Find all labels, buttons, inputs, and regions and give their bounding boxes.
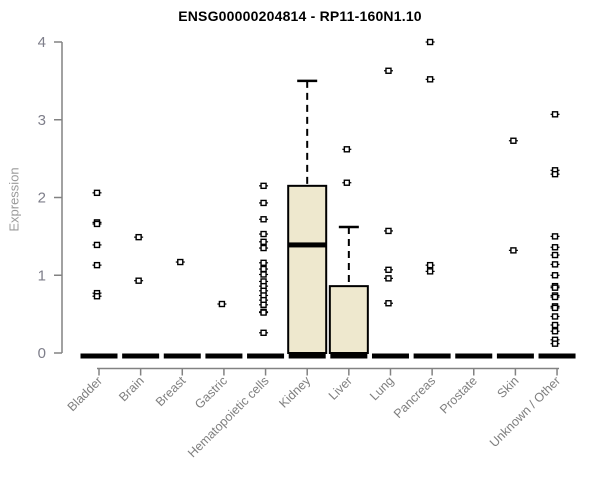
data-point [260, 259, 267, 267]
data-point [260, 182, 267, 190]
data-point [260, 309, 267, 316]
zero-median-dash [330, 353, 368, 359]
data-point [551, 111, 559, 118]
data-point [385, 67, 392, 74]
y-tick-label: 0 [38, 345, 46, 362]
zero-median-dash [538, 353, 576, 359]
data-point [93, 261, 101, 269]
data-point [426, 268, 434, 275]
data-point [260, 301, 267, 308]
data-point [551, 328, 559, 335]
x-tick-label: Prostate [437, 374, 480, 417]
data-point [93, 189, 101, 197]
data-point [426, 38, 434, 46]
x-tick-label: Bladder [65, 374, 105, 414]
zero-median-dash [288, 353, 326, 359]
x-tick-label: Kidney [276, 373, 313, 410]
data-point [93, 220, 101, 228]
data-point [260, 216, 267, 223]
data-point [260, 271, 267, 278]
data-point [177, 258, 184, 266]
data-point [260, 199, 267, 207]
median-line [288, 242, 327, 248]
y-tick-label: 4 [38, 34, 46, 51]
x-tick-label: Gastric [192, 374, 230, 412]
x-tick-label: Liver [326, 374, 355, 403]
data-point [551, 170, 559, 178]
zero-median-dash [205, 353, 243, 359]
box-kidney [287, 184, 328, 354]
data-point [551, 251, 559, 259]
data-point [93, 293, 101, 300]
zero-median-dash [122, 353, 160, 359]
x-tick-label: Hematopoietic cells [185, 374, 272, 461]
zero-median-dash [413, 353, 451, 359]
data-point [260, 265, 267, 273]
data-point [551, 261, 559, 268]
data-point [135, 277, 142, 284]
y-tick-label: 1 [38, 267, 46, 284]
data-point [551, 272, 559, 279]
x-tick-label: Skin [494, 374, 521, 401]
data-point [551, 321, 559, 329]
chart-title: ENSG00000204814 - RP11-160N1.10 [178, 8, 422, 24]
data-point [551, 313, 559, 320]
data-point [260, 230, 267, 238]
data-point [551, 304, 559, 312]
zero-median-dash [163, 353, 201, 359]
data-point [385, 227, 392, 235]
data-point [385, 275, 392, 282]
x-tick-label: Brain [116, 374, 147, 405]
data-point [426, 261, 434, 269]
data-point [385, 300, 392, 307]
data-point [343, 179, 351, 186]
data-point [260, 244, 267, 252]
data-point [426, 76, 434, 83]
box-liver [328, 285, 369, 355]
data-point [551, 244, 559, 251]
y-tick-label: 2 [38, 190, 46, 207]
data-point [343, 146, 351, 153]
x-tick-label: Breast [153, 373, 189, 409]
data-point [260, 329, 267, 336]
data-point [218, 300, 226, 308]
x-tick-label: Lung [367, 374, 397, 404]
zero-median-dash [247, 353, 285, 359]
zero-median-dash [455, 353, 493, 359]
data-point [510, 247, 517, 254]
data-point [551, 233, 559, 240]
y-tick-label: 3 [38, 112, 46, 129]
zero-median-dash [371, 353, 409, 359]
zero-median-dash [496, 353, 534, 359]
data-point [551, 284, 559, 291]
data-point [385, 266, 392, 274]
data-point [260, 238, 267, 246]
data-point [551, 340, 559, 347]
x-tick-label: Pancreas [391, 374, 438, 421]
data-point [551, 293, 559, 301]
zero-median-dash [80, 353, 118, 359]
data-point [93, 241, 101, 249]
data-point [510, 137, 517, 144]
data-point [135, 233, 142, 241]
x-tick-label: Unknown / Other [487, 374, 563, 450]
